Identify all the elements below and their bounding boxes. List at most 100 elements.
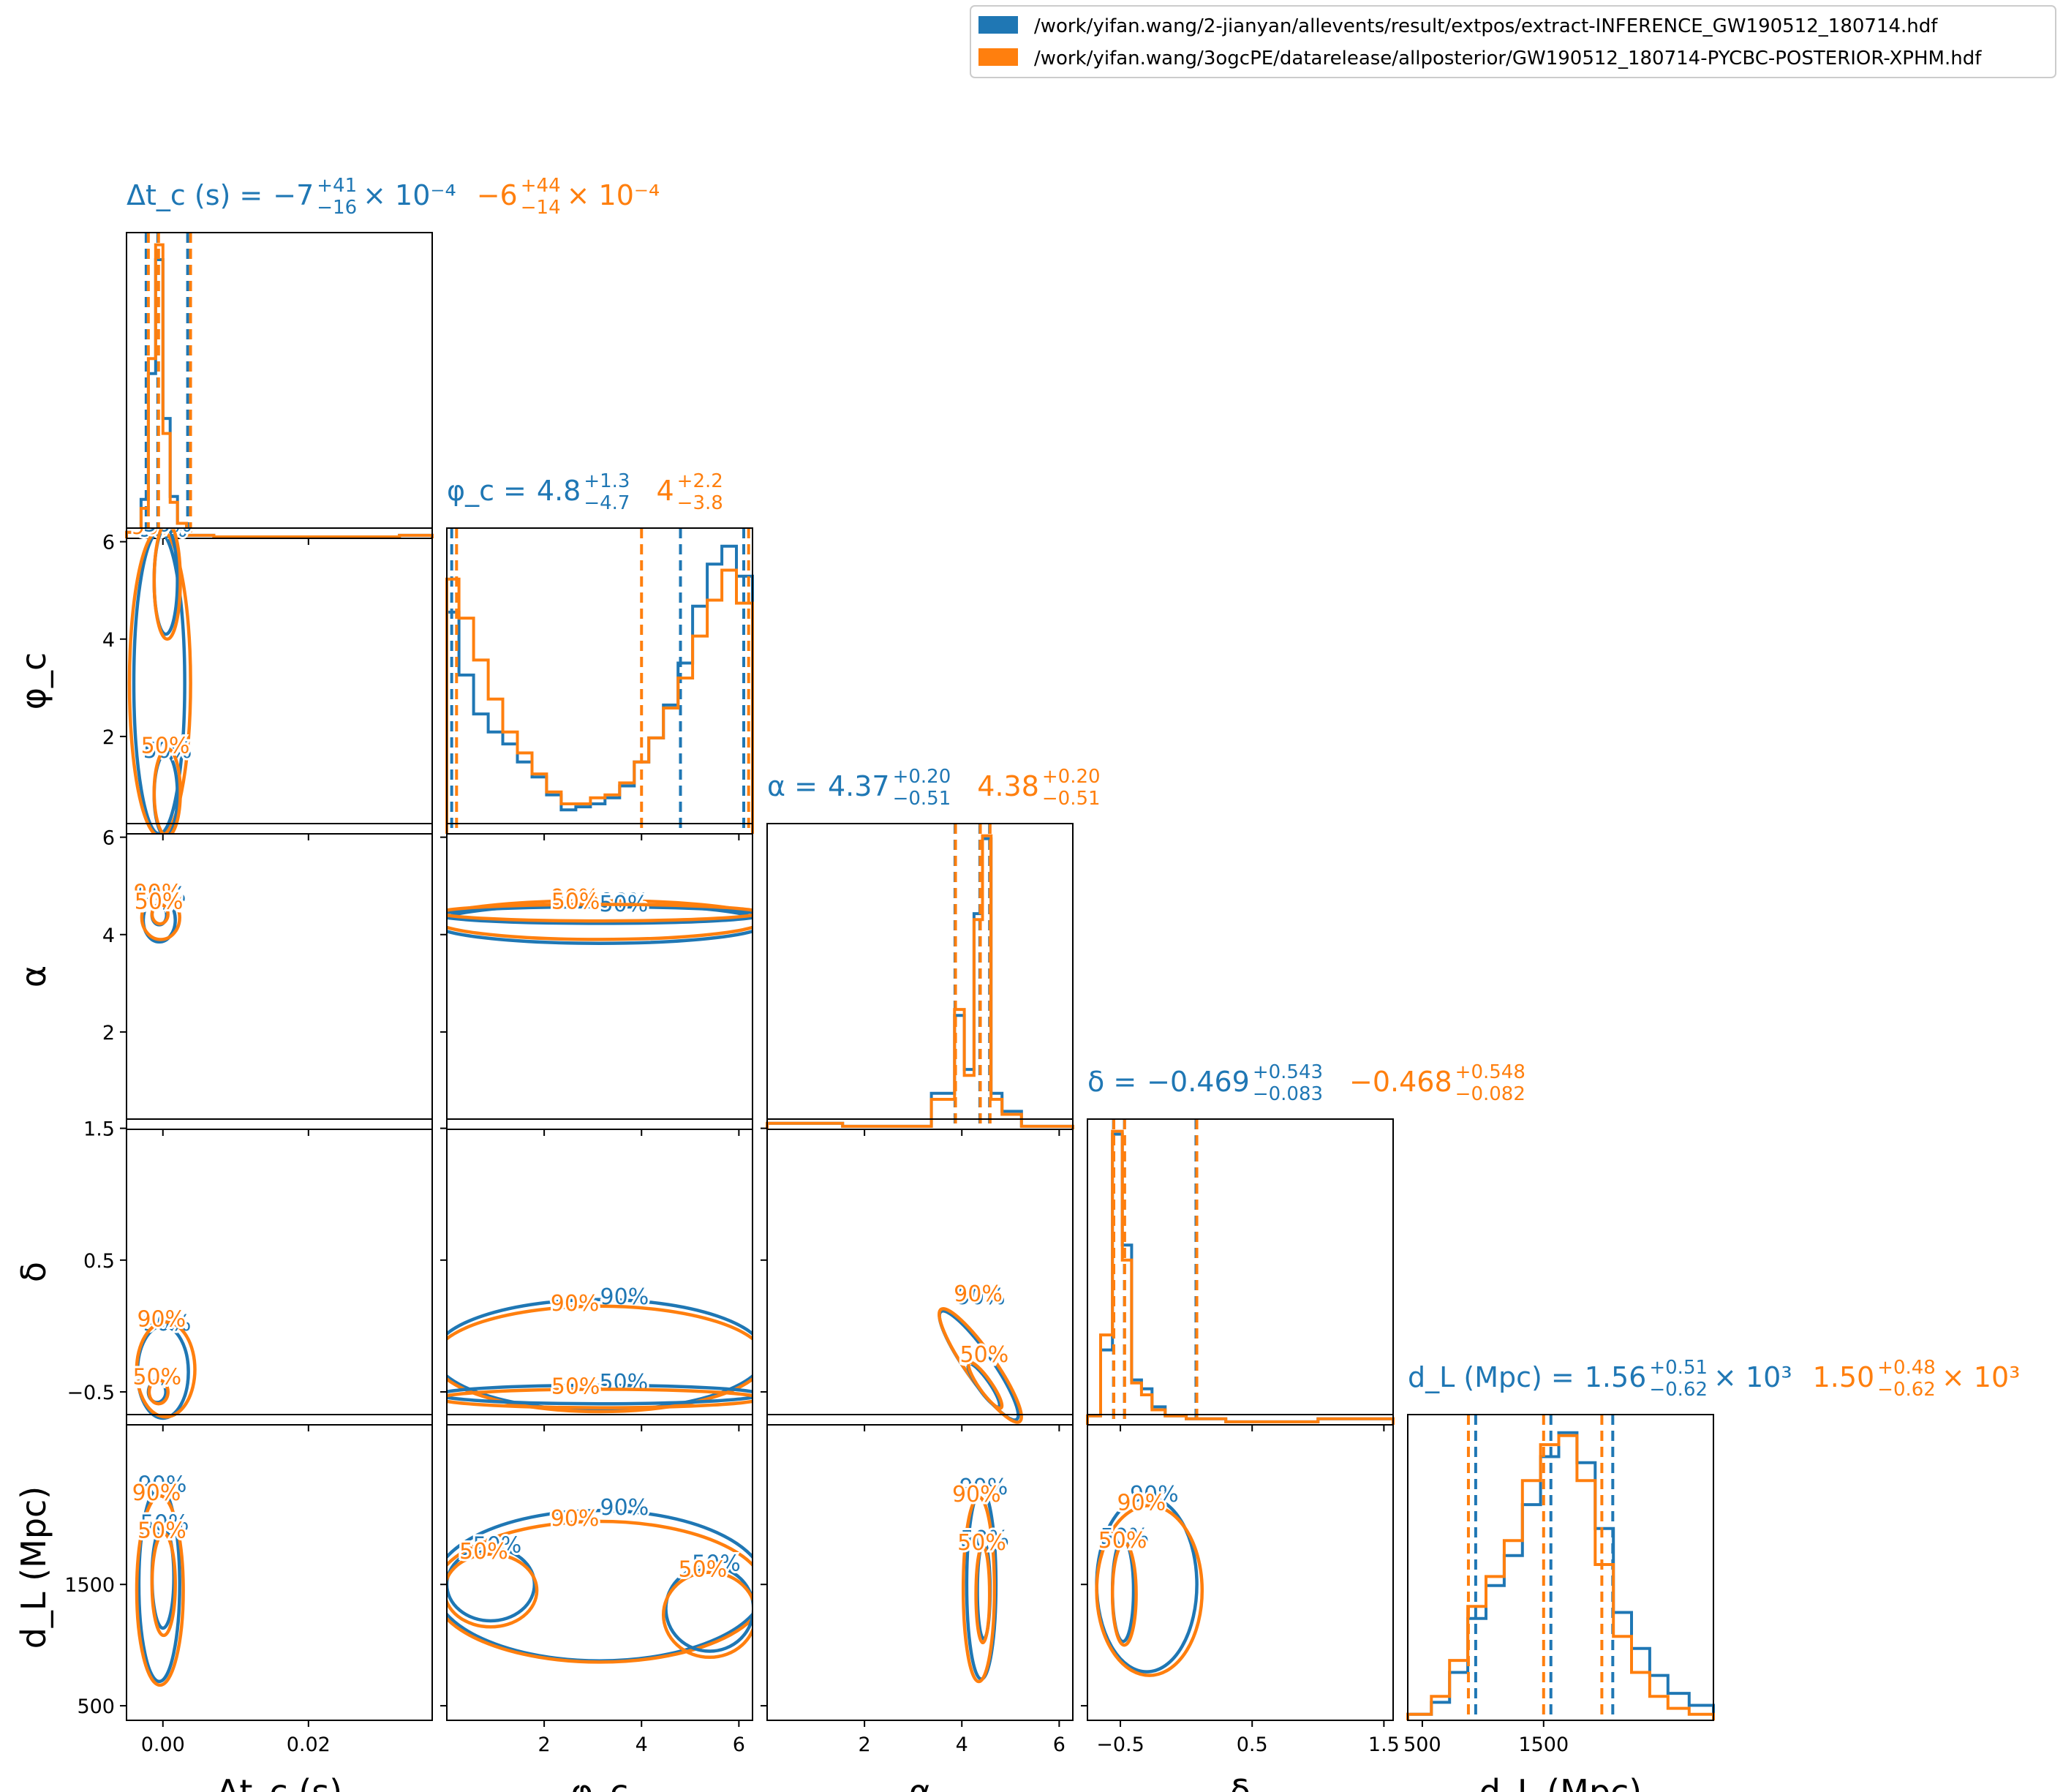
histogram-orange	[1086, 1129, 1395, 1425]
y-tick-label: −0.5	[67, 1382, 115, 1404]
param-title-value-blue: −7	[273, 179, 314, 211]
histogram-blue	[1086, 1132, 1395, 1425]
x-tick-label: 0.00	[141, 1733, 185, 1756]
param-title-lower-blue: −4.7	[584, 492, 630, 514]
panel-frame	[446, 527, 753, 835]
y-axis-label: α	[14, 965, 53, 987]
x-tick-label: 2	[538, 1733, 551, 1756]
param-title-value-blue: 4.37	[828, 770, 890, 802]
panel-ra-vs-phic: 90%90% 50%50%	[440, 823, 753, 1136]
histogram-orange	[125, 243, 434, 538]
contour-90-orange	[135, 1494, 185, 1687]
contour-label: 50%	[459, 1539, 508, 1565]
contour-label: 90%	[137, 1307, 186, 1333]
contour-90-orange	[1095, 1504, 1204, 1677]
legend-swatch-blue	[978, 16, 1018, 34]
contour-label: 50%	[141, 507, 190, 532]
contour-50-orange	[661, 1570, 753, 1660]
x-axis-label: α	[909, 1772, 931, 1792]
contour-50-orange	[967, 1360, 1004, 1410]
panel-dec-vs-ra: 90%90%50%50%	[761, 1118, 1074, 1431]
histogram-blue	[1406, 1431, 1715, 1720]
panel-dec-vs-phic: 90%90%50%50%	[440, 1118, 753, 1431]
diag-panel-ra: α = 4.37 +0.20−0.51 4.38 +0.20−0.51	[766, 766, 1101, 1136]
legend: /work/yifan.wang/2-jianyan/allevents/res…	[970, 5, 2056, 78]
param-title-lower-blue: −0.51	[893, 788, 951, 810]
param-title-lower-orange: −0.51	[1042, 788, 1101, 810]
x-tick-label: 4	[636, 1733, 648, 1756]
contour-label: 90%	[1117, 1490, 1166, 1516]
contour-label: 90%	[954, 1281, 1003, 1307]
panel-frame	[446, 1414, 753, 1721]
y-tick-label: 4	[102, 629, 115, 652]
panel-frame	[1087, 1118, 1394, 1426]
contour-50-blue	[447, 905, 753, 925]
panel-frame	[766, 823, 1074, 1130]
contour-90-orange	[140, 894, 181, 941]
param-title-lower-blue: −16	[317, 197, 357, 219]
panel-frame	[446, 823, 753, 1130]
contour-group: 90%90%50%50%50%50%	[127, 507, 194, 834]
contour-label: 90%	[1130, 1482, 1179, 1507]
param-title-lower-orange: −0.082	[1455, 1083, 1525, 1105]
contour-group: 90%90%50%50%	[938, 1279, 1023, 1424]
contour-group: 90%90%50%50%	[1095, 1480, 1204, 1677]
contour-label: 90%	[134, 881, 183, 906]
panel-dl-vs-ra: 90%90%50%50%2 4 6α	[761, 1414, 1074, 1792]
panel-dl-vs-dec: 90%90% 50%50% −0.5 0.5 1.5 δ	[1081, 1414, 1400, 1792]
param-title-lower-blue: −0.083	[1253, 1083, 1323, 1105]
contour-90-orange	[447, 1519, 753, 1664]
x-tick-label: 1500	[1518, 1733, 1569, 1756]
param-title-upper-orange: +0.48	[1877, 1357, 1936, 1379]
param-title-label: d_L (Mpc) =	[1408, 1361, 1574, 1393]
histogram-orange	[1406, 1434, 1715, 1720]
histogram-blue	[125, 258, 434, 538]
histogram-blue	[445, 544, 754, 834]
panel-frame	[126, 527, 433, 835]
contour-50-blue	[447, 1383, 753, 1406]
contour-50-orange	[1110, 1541, 1138, 1647]
contour-label: 50%	[600, 1370, 649, 1396]
y-tick-label: 0.5	[83, 1250, 115, 1273]
x-tick-label: 2	[859, 1733, 871, 1756]
param-title-value-orange: 4.38	[977, 770, 1039, 802]
contour-label: 90%	[132, 1480, 181, 1506]
panel-frame	[126, 1118, 433, 1426]
panel-frame	[446, 1118, 753, 1426]
panel-frame	[766, 1118, 1074, 1426]
contour-50-orange	[447, 903, 753, 923]
param-title-upper-blue: +1.3	[584, 470, 630, 492]
y-axis-label: d_L (Mpc)	[14, 1486, 53, 1649]
panel-frame	[1407, 1414, 1714, 1721]
contour-label: 90%	[600, 1495, 649, 1521]
x-axis-label: δ	[1230, 1772, 1251, 1792]
contour-group: 90%90%50%50%	[130, 1470, 191, 1687]
y-tick-label: 500	[77, 1695, 115, 1718]
param-title-value-blue: 1.56	[1585, 1361, 1647, 1393]
param-title-upper-orange: +0.20	[1042, 766, 1101, 788]
contour-90-orange	[961, 1495, 997, 1684]
contour-50-orange	[152, 747, 182, 834]
param-title-upper-blue: +41	[317, 175, 357, 197]
contour-label: 90%	[551, 1291, 600, 1317]
contour-50-blue	[664, 1565, 753, 1653]
contour-label: 50%	[135, 889, 184, 915]
contour-label: 90%	[959, 1475, 1008, 1500]
contour-label: 50%	[679, 1557, 728, 1583]
legend-swatch-orange	[978, 48, 1018, 66]
param-title-exponent-orange: × 10⁻⁴	[567, 179, 660, 211]
histogram-orange	[766, 834, 1074, 1129]
contour-90-orange	[938, 1307, 1023, 1424]
panel-frame	[126, 232, 433, 539]
histogram-orange	[445, 568, 754, 834]
param-title-upper-blue: +0.51	[1649, 1357, 1708, 1379]
x-tick-label: 1.5	[1368, 1733, 1400, 1756]
y-axis-label: φ_c	[14, 652, 53, 710]
contour-50-orange	[147, 1378, 170, 1406]
contour-label: 50%	[1098, 1528, 1147, 1554]
x-tick-label: 4	[956, 1733, 968, 1756]
param-title-value-orange: −6	[477, 179, 518, 211]
x-tick-label: 6	[1053, 1733, 1066, 1756]
